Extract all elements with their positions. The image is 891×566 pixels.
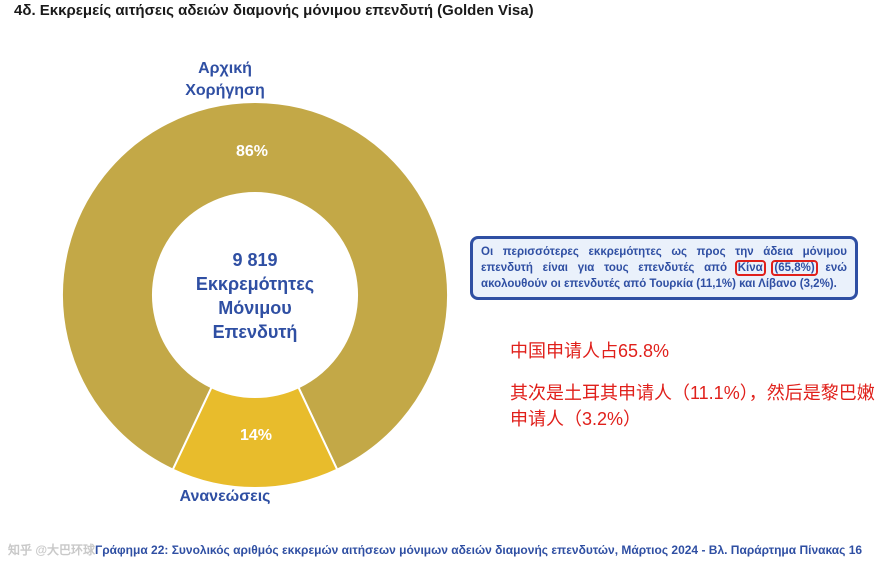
label-initial-grant: Αρχική Χορήγηση [150, 58, 300, 102]
annotation-line1: 中国申请人占65.8% [510, 341, 670, 361]
center-count: 9 819 [232, 250, 278, 270]
highlight-china-pct: (65,8%) [771, 260, 818, 276]
label-renewals: Ανανεώσεις [179, 488, 271, 505]
center-line4: Επενδυτή [212, 322, 298, 342]
callout-text-before: Οι περισσότερες εκκρεμότητες ως προς την… [481, 246, 847, 274]
label-initial-line1: Αρχική [198, 60, 252, 77]
annotation-line2: 其次是土耳其申请人（11.1%），然后是黎巴嫩申请人（3.2%） [510, 383, 875, 429]
caption-prefix: Γράφημα 22: [95, 543, 172, 557]
value-label-renewals: 14% [239, 427, 273, 444]
callout-text-after: ενώ ακολουθούν οι επενδυτές από Τουρκία … [481, 262, 847, 290]
caption-text: Συνολικός αριθμός εκκρεμών αιτήσεων μόνι… [171, 543, 863, 557]
figure-caption: 知乎 @大巴环球Γράφημα 22: Συνολικός αριθμός εκ… [8, 541, 862, 558]
watermark: 知乎 @大巴环球 [8, 543, 96, 557]
value-label-initial: 86% [235, 143, 269, 160]
slice-initial-grant [61, 101, 449, 471]
center-line2: Εκκρεμότητες [195, 274, 315, 294]
label-initial-line2: Χορήγηση [185, 82, 265, 99]
callout-box: Οι περισσότερες εκκρεμότητες ως προς την… [470, 236, 858, 300]
donut-center-label: 9 819 Εκκρεμότητες Μόνιμου Επενδυτή [160, 248, 350, 344]
page-title: 4δ. Εκκρεμείς αιτήσεις αδειών διαμονής μ… [14, 2, 534, 19]
center-line3: Μόνιμου [218, 298, 292, 318]
slice-renewals [171, 385, 339, 489]
highlight-china: Κίνα [734, 260, 766, 276]
